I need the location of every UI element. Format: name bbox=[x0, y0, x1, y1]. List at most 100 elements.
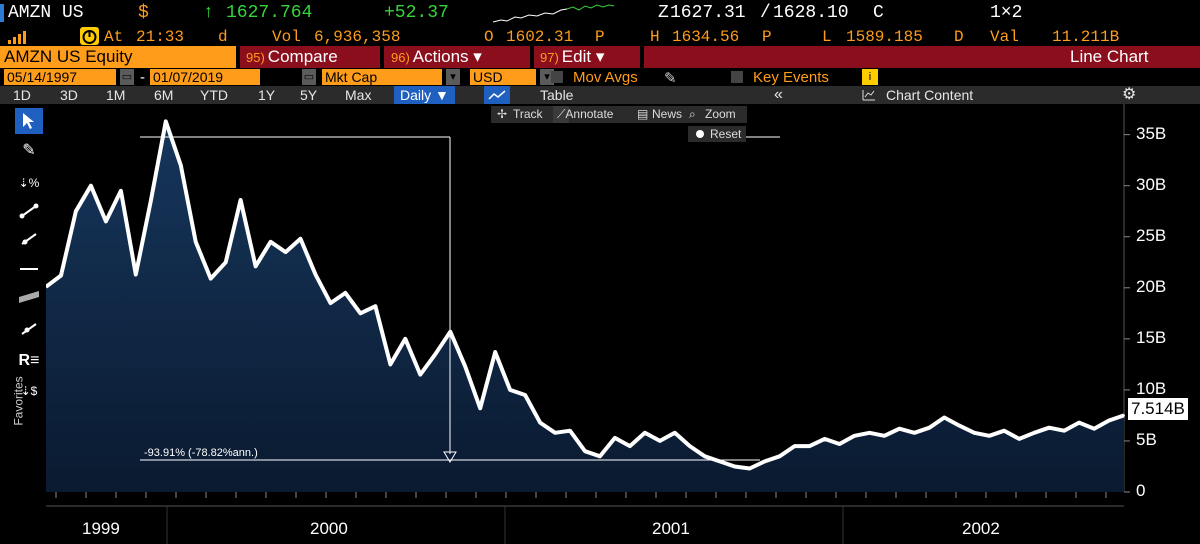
info-icon[interactable]: i bbox=[862, 69, 878, 85]
ray-icon[interactable] bbox=[15, 226, 43, 252]
volume-value: 6,936,358 bbox=[314, 28, 401, 46]
table-button[interactable]: Table bbox=[540, 87, 574, 103]
news-icon[interactable]: ▤ bbox=[637, 107, 649, 121]
segment-icon[interactable] bbox=[15, 316, 43, 342]
at-label: At bbox=[104, 28, 124, 46]
data-point bbox=[419, 373, 422, 376]
percent-change-icon[interactable]: ⇣% bbox=[18, 176, 40, 190]
line-chart-icon[interactable] bbox=[484, 86, 510, 104]
data-point bbox=[928, 426, 931, 429]
data-point bbox=[164, 120, 167, 123]
retracement-icon[interactable]: R≡ bbox=[18, 352, 40, 369]
compare-button[interactable]: 95) Compare bbox=[246, 46, 338, 68]
gauge-icon[interactable] bbox=[80, 27, 99, 45]
channel-icon[interactable] bbox=[15, 284, 43, 310]
data-point bbox=[524, 394, 527, 396]
pointer-icon[interactable] bbox=[15, 108, 43, 134]
time-suffix: d bbox=[218, 28, 228, 46]
pencil-icon[interactable]: ✎ bbox=[22, 142, 36, 159]
compare-label: Compare bbox=[267, 47, 338, 66]
track-button[interactable]: Track bbox=[513, 107, 543, 121]
pencil-icon[interactable]: ✎ bbox=[664, 70, 677, 87]
data-point bbox=[584, 450, 586, 453]
high-suffix: P bbox=[762, 28, 772, 46]
frequency-select[interactable]: Daily ▼ bbox=[394, 86, 455, 104]
traded-value: 11.211B bbox=[1052, 28, 1120, 46]
drawdown-annotation[interactable]: -93.91% (-78.82%ann.) bbox=[144, 447, 258, 459]
axis-ticks bbox=[55, 134, 1130, 498]
dropdown-arrow-icon[interactable]: ▾ bbox=[446, 69, 460, 85]
period-max[interactable]: Max bbox=[345, 87, 372, 103]
data-point bbox=[554, 431, 557, 434]
currency-select[interactable]: USD bbox=[470, 69, 536, 85]
period-1m[interactable]: 1M bbox=[106, 87, 126, 103]
series-points bbox=[45, 120, 1125, 470]
data-point bbox=[179, 164, 182, 167]
low-suffix: D bbox=[954, 28, 964, 46]
calendar-icon[interactable]: ▭ bbox=[302, 69, 316, 85]
y-tick-label: 35B bbox=[1136, 123, 1167, 143]
annotate-button[interactable]: ⟋ Annotate bbox=[553, 106, 613, 123]
data-point bbox=[434, 353, 437, 356]
settings-bar: 05/14/1997 ▭ - 01/07/2019 ▭ Mkt Cap ▾ US… bbox=[0, 68, 1200, 87]
period-1y[interactable]: 1Y bbox=[258, 87, 276, 103]
calendar-icon[interactable]: ▭ bbox=[120, 69, 134, 85]
chart-content-icon[interactable] bbox=[862, 86, 876, 104]
data-point bbox=[509, 388, 512, 391]
data-point bbox=[658, 439, 661, 442]
field-select[interactable]: Mkt Cap bbox=[322, 69, 442, 85]
series-area bbox=[46, 121, 1124, 493]
data-point bbox=[1018, 437, 1021, 440]
gear-icon[interactable]: ⚙ bbox=[1122, 86, 1137, 103]
low-label: L bbox=[822, 28, 832, 46]
period-3d[interactable]: 3D bbox=[60, 87, 78, 103]
annotation-arrow-icon bbox=[443, 451, 457, 463]
mov-avgs-label[interactable]: Mov Avgs bbox=[573, 69, 638, 86]
trendline-icon[interactable] bbox=[15, 198, 43, 224]
period-1d[interactable]: 1D bbox=[13, 87, 31, 103]
data-point bbox=[778, 455, 781, 458]
chart-canvas[interactable] bbox=[0, 104, 1200, 544]
reset-label: Reset bbox=[710, 127, 742, 141]
price-change-icon[interactable]: ⇣$ bbox=[20, 384, 38, 398]
favorites-label[interactable]: Favorites bbox=[11, 376, 26, 426]
data-point bbox=[808, 445, 811, 448]
chart-content-button[interactable]: Chart Content bbox=[886, 87, 974, 103]
horizontal-line-icon[interactable] bbox=[15, 256, 43, 282]
data-point bbox=[479, 407, 482, 410]
period-ytd[interactable]: YTD bbox=[200, 87, 228, 103]
compare-shortcut: 95) bbox=[246, 50, 265, 65]
track-icon[interactable]: ✢ bbox=[497, 107, 508, 121]
reset-button[interactable]: Reset bbox=[688, 126, 746, 142]
ticker-symbol[interactable]: AMZN US bbox=[8, 3, 84, 23]
data-point bbox=[1108, 419, 1111, 422]
end-date-field[interactable]: 01/07/2019 bbox=[150, 69, 260, 85]
data-point bbox=[404, 337, 407, 340]
key-events-checkbox[interactable] bbox=[731, 71, 743, 83]
data-point bbox=[748, 467, 751, 470]
period-5y[interactable]: 5Y bbox=[300, 87, 318, 103]
data-point bbox=[943, 416, 946, 419]
reset-icon bbox=[696, 130, 704, 138]
ticker-line: AMZN US $ ↑ 1627.764 +52.37 Z 1627.31 / … bbox=[0, 0, 1200, 26]
open-value: 1602.31 bbox=[506, 28, 574, 46]
mov-avgs-checkbox[interactable] bbox=[551, 71, 563, 83]
security-field[interactable]: AMZN US Equity bbox=[0, 46, 236, 68]
collapse-icon[interactable]: « bbox=[774, 86, 783, 103]
news-button[interactable]: News bbox=[652, 107, 683, 121]
edit-menu[interactable]: 97) Edit ▾ bbox=[540, 46, 604, 68]
zoom-icon[interactable]: ⌕ bbox=[689, 107, 696, 121]
data-point bbox=[898, 427, 901, 430]
price-change: +52.37 bbox=[384, 3, 449, 23]
start-date-field[interactable]: 05/14/1997 bbox=[4, 69, 116, 85]
zoom-button[interactable]: Zoom bbox=[705, 107, 736, 121]
y-tick-label: 30B bbox=[1136, 174, 1167, 194]
data-point bbox=[284, 251, 287, 254]
edit-label: Edit ▾ bbox=[561, 47, 605, 66]
period-6m[interactable]: 6M bbox=[154, 87, 174, 103]
dropdown-arrow-icon[interactable]: ▾ bbox=[540, 69, 554, 85]
key-events-label[interactable]: Key Events bbox=[753, 69, 829, 86]
y-tick-label: 0 bbox=[1136, 481, 1146, 500]
actions-menu[interactable]: 96) Actions ▾ bbox=[391, 46, 482, 68]
data-point bbox=[913, 431, 916, 434]
